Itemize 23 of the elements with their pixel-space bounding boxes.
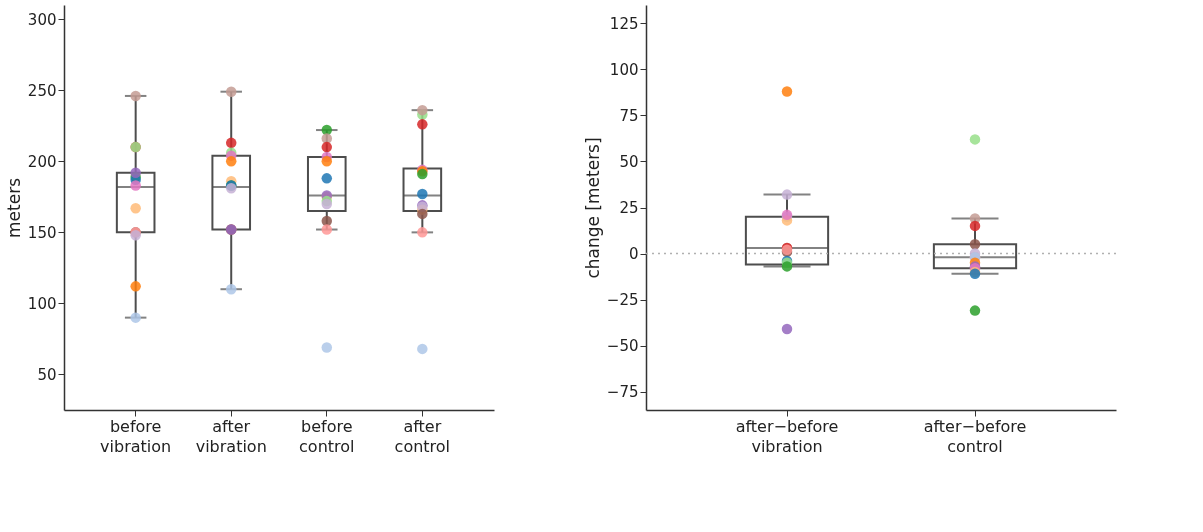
y-axis-title: meters xyxy=(3,177,24,238)
x-tick-label: after−before control xyxy=(923,416,1027,456)
y-tick-label: 150 xyxy=(27,223,57,242)
y-tick-label: 200 xyxy=(27,152,57,171)
y-tick-label: 100 xyxy=(27,294,57,313)
y-tick-label: 75 xyxy=(619,106,639,125)
x-tick-label: after control xyxy=(394,416,451,456)
y-tick-label: −25 xyxy=(606,291,639,310)
y-tick-label: 0 xyxy=(628,245,639,264)
y-axis-title: change [meters] xyxy=(582,137,603,279)
y-tick-label: 250 xyxy=(27,81,57,100)
y-tick-label: 300 xyxy=(27,10,57,29)
x-tick-label: after vibration xyxy=(195,416,267,456)
y-tick-label: −50 xyxy=(606,337,639,356)
y-tick-label: 50 xyxy=(619,152,639,171)
y-tick-label: −75 xyxy=(606,383,639,402)
x-tick-label: after−before vibration xyxy=(735,416,839,456)
x-tick-label: before vibration xyxy=(100,416,172,456)
y-tick-label: 25 xyxy=(619,199,639,217)
y-tick-label: 125 xyxy=(609,14,639,33)
y-tick-label: 50 xyxy=(37,365,57,384)
y-tick-label: 100 xyxy=(609,60,639,79)
x-tick-label: before control xyxy=(299,416,355,456)
